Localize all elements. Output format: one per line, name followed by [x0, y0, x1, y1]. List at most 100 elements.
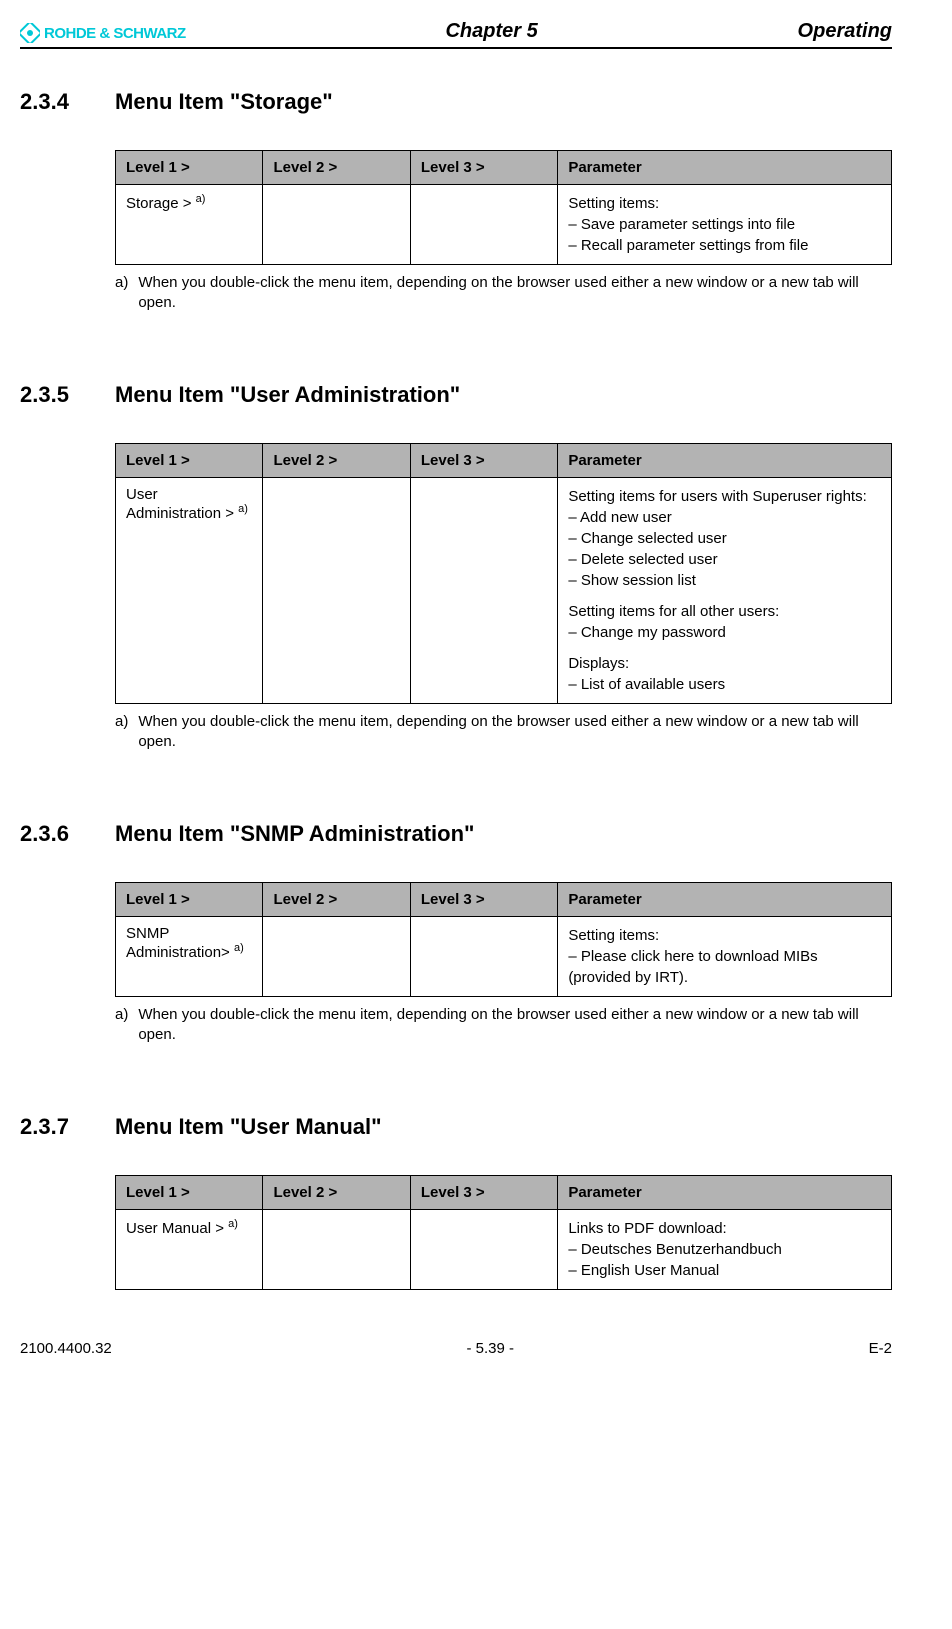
logo-icon — [20, 23, 40, 43]
col-level3: Level 3 > — [410, 444, 557, 478]
header-subtitle: Operating — [798, 20, 892, 43]
param-item: Recall parameter settings from file — [568, 235, 881, 256]
section-number: 2.3.5 — [20, 382, 85, 408]
level3-cell — [410, 1210, 557, 1290]
footnote-ref: a) — [196, 193, 206, 205]
col-level2: Level 2 > — [263, 1176, 410, 1210]
param-item: Change selected user — [568, 528, 881, 549]
page-footer: 2100.4400.32 - 5.39 - E-2 — [20, 1330, 892, 1357]
col-parameter: Parameter — [558, 883, 892, 917]
param-group: Setting items: Please click here to down… — [568, 925, 881, 988]
section-storage: 2.3.4 Menu Item "Storage" Level 1 > Leve… — [20, 89, 892, 312]
section-snmp: 2.3.6 Menu Item "SNMP Administration" Le… — [20, 821, 892, 1044]
footnote: a) When you double-click the menu item, … — [115, 712, 892, 751]
col-level2: Level 2 > — [263, 151, 410, 185]
footnote-marker: a) — [115, 1005, 128, 1044]
footer-left: 2100.4400.32 — [20, 1340, 112, 1357]
col-parameter: Parameter — [558, 444, 892, 478]
level2-cell — [263, 185, 410, 265]
footnote-marker: a) — [115, 712, 128, 751]
section-number: 2.3.4 — [20, 89, 85, 115]
param-item: English User Manual — [568, 1260, 881, 1281]
param-item: Delete selected user — [568, 549, 881, 570]
param-list: Add new user Change selected user Delete… — [568, 507, 881, 591]
footnote-ref: a) — [228, 1218, 238, 1230]
parameter-cell: Links to PDF download: Deutsches Benutze… — [558, 1210, 892, 1290]
snmp-table: Level 1 > Level 2 > Level 3 > Parameter … — [115, 882, 892, 997]
level3-cell — [410, 185, 557, 265]
table-row: User Manual > a) Links to PDF download: … — [116, 1210, 892, 1290]
param-group: Setting items: Save parameter settings i… — [568, 193, 881, 256]
manual-table: Level 1 > Level 2 > Level 3 > Parameter … — [115, 1175, 892, 1290]
level2-cell — [263, 1210, 410, 1290]
footnote-text: When you double-click the menu item, dep… — [138, 1005, 892, 1044]
col-parameter: Parameter — [558, 151, 892, 185]
footer-center: - 5.39 - — [466, 1340, 514, 1357]
col-level1: Level 1 > — [116, 444, 263, 478]
col-level3: Level 3 > — [410, 883, 557, 917]
param-item: Deutsches Benutzerhandbuch — [568, 1239, 881, 1260]
col-level1: Level 1 > — [116, 151, 263, 185]
param-item: Change my password — [568, 622, 881, 643]
param-group: Setting items for users with Superuser r… — [568, 486, 881, 591]
param-group-title: Links to PDF download: — [568, 1218, 881, 1239]
logo-text: ROHDE & SCHWARZ — [44, 25, 186, 42]
section-heading: 2.3.7 Menu Item "User Manual" — [20, 1114, 892, 1140]
table-header-row: Level 1 > Level 2 > Level 3 > Parameter — [116, 151, 892, 185]
table-row: User Administration > a) Setting items f… — [116, 478, 892, 704]
parameter-cell: Setting items: Save parameter settings i… — [558, 185, 892, 265]
col-level2: Level 2 > — [263, 883, 410, 917]
parameter-cell: Setting items for users with Superuser r… — [558, 478, 892, 704]
col-level3: Level 3 > — [410, 151, 557, 185]
section-number: 2.3.7 — [20, 1114, 85, 1140]
table-row: Storage > a) Setting items: Save paramet… — [116, 185, 892, 265]
level1-text: SNMP Administration> — [126, 925, 234, 961]
param-item: Save parameter settings into file — [568, 214, 881, 235]
param-group: Links to PDF download: Deutsches Benutze… — [568, 1218, 881, 1281]
param-list: List of available users — [568, 674, 881, 695]
col-parameter: Parameter — [558, 1176, 892, 1210]
section-number: 2.3.6 — [20, 821, 85, 847]
param-item: Add new user — [568, 507, 881, 528]
brand-logo: ROHDE & SCHWARZ — [20, 23, 186, 43]
col-level1: Level 1 > — [116, 1176, 263, 1210]
parameter-cell: Setting items: Please click here to down… — [558, 917, 892, 997]
table-header-row: Level 1 > Level 2 > Level 3 > Parameter — [116, 883, 892, 917]
level1-text: Storage > — [126, 195, 196, 212]
section-heading: 2.3.6 Menu Item "SNMP Administration" — [20, 821, 892, 847]
param-group-title: Setting items for all other users: — [568, 601, 881, 622]
level1-cell: User Manual > a) — [116, 1210, 263, 1290]
footnote-marker: a) — [115, 273, 128, 312]
footnote: a) When you double-click the menu item, … — [115, 273, 892, 312]
level1-cell: User Administration > a) — [116, 478, 263, 704]
footnote: a) When you double-click the menu item, … — [115, 1005, 892, 1044]
user-admin-table: Level 1 > Level 2 > Level 3 > Parameter … — [115, 443, 892, 704]
level1-text: User Administration > — [126, 486, 238, 522]
param-list: Save parameter settings into file Recall… — [568, 214, 881, 256]
param-list: Change my password — [568, 622, 881, 643]
col-level2: Level 2 > — [263, 444, 410, 478]
param-group: Setting items for all other users: Chang… — [568, 601, 881, 643]
footnote-ref: a) — [238, 503, 248, 515]
level2-cell — [263, 917, 410, 997]
param-item: Please click here to download MIBs (prov… — [568, 946, 881, 988]
level1-text: User Manual > — [126, 1220, 228, 1237]
section-title: Menu Item "Storage" — [115, 89, 333, 115]
level3-cell — [410, 478, 557, 704]
level1-cell: Storage > a) — [116, 185, 263, 265]
param-group: Displays: List of available users — [568, 653, 881, 695]
param-group-title: Setting items for users with Superuser r… — [568, 486, 881, 507]
level1-cell: SNMP Administration> a) — [116, 917, 263, 997]
footnote-text: When you double-click the menu item, dep… — [138, 273, 892, 312]
level3-cell — [410, 917, 557, 997]
param-item: Show session list — [568, 570, 881, 591]
table-header-row: Level 1 > Level 2 > Level 3 > Parameter — [116, 1176, 892, 1210]
level2-cell — [263, 478, 410, 704]
chapter-title: Chapter 5 — [445, 20, 537, 43]
col-level1: Level 1 > — [116, 883, 263, 917]
section-user-manual: 2.3.7 Menu Item "User Manual" Level 1 > … — [20, 1114, 892, 1290]
table-header-row: Level 1 > Level 2 > Level 3 > Parameter — [116, 444, 892, 478]
param-group-title: Displays: — [568, 653, 881, 674]
footnote-ref: a) — [234, 942, 244, 954]
section-heading: 2.3.5 Menu Item "User Administration" — [20, 382, 892, 408]
